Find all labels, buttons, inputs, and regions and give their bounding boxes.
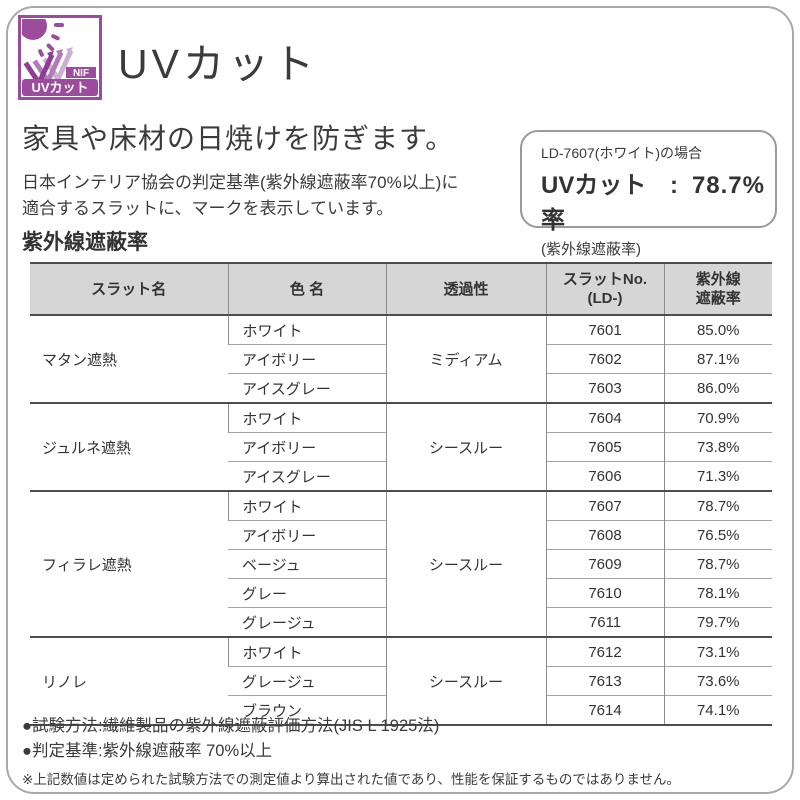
color-cell: アイボリー — [228, 344, 386, 374]
table-header-row: スラット名 色 名 透過性 スラットNo. (LD-) 紫外線 遮蔽率 — [30, 262, 772, 316]
table-row: アイスグレー 7606 71.3% — [30, 461, 772, 491]
uv-rate-cell: 74.1% — [663, 695, 772, 725]
table-row: アイスグレー 7603 86.0% — [30, 373, 772, 403]
uv-rate-cell: 87.1% — [663, 344, 772, 374]
table-row: グレージュ 7613 73.6% — [30, 666, 772, 696]
transparency-cell: シースルー — [385, 636, 546, 725]
color-cell: ホワイト — [227, 636, 386, 667]
table-row: グレー 7610 78.1% — [30, 578, 772, 608]
color-cell: ブラウン — [228, 695, 386, 725]
slat-no-cell: 7606 — [545, 461, 664, 491]
header-uv-rate-line2: 遮蔽率 — [695, 290, 741, 307]
slat-name-cell: リノレ — [30, 636, 228, 725]
header-color-name: 色 名 — [227, 262, 386, 316]
uv-rate-cell: 86.0% — [663, 373, 772, 403]
color-cell: ホワイト — [227, 490, 386, 521]
uv-rate-cell: 78.1% — [663, 578, 772, 608]
uv-rate-cell: 78.7% — [663, 490, 772, 521]
color-cell: アイボリー — [228, 432, 386, 462]
header-slat-no-line1: スラットNo. — [562, 271, 648, 288]
uv-rate-cell: 70.9% — [663, 402, 772, 433]
table-row: リノレ ホワイト シースルー 7612 73.1% — [30, 636, 772, 725]
uv-rate-note: (紫外線遮蔽率) — [541, 241, 641, 258]
color-cell: アイスグレー — [228, 461, 386, 491]
header-slat-name: スラット名 — [30, 262, 228, 316]
subtitle: 家具や床材の日焼けを防ぎます。 — [22, 123, 455, 154]
slat-no-cell: 7603 — [545, 373, 664, 403]
uv-rate-value: 78.7% — [691, 172, 765, 199]
slat-no-cell: 7610 — [545, 578, 664, 608]
slat-no-cell: 7613 — [545, 666, 664, 696]
footnote-criteria: ●判定基準:紫外線遮蔽率 70%以上 — [22, 742, 273, 760]
slat-no-cell: 7604 — [545, 402, 664, 433]
uv-rate-cell: 76.5% — [663, 520, 772, 550]
nif-badge — [66, 67, 96, 78]
slat-no-cell: 7608 — [545, 520, 664, 550]
uv-shield-rate-table: スラット名 色 名 透過性 スラットNo. (LD-) 紫外線 遮蔽率 マタン遮… — [30, 262, 772, 726]
transparency-cell: シースルー — [385, 402, 546, 491]
uv-rate-cell: 78.7% — [663, 549, 772, 579]
nif-label: NIF — [73, 68, 89, 79]
uv-rate-cell: 79.7% — [663, 607, 772, 637]
logo-banner-label: UVカット — [31, 80, 88, 95]
slat-no-cell: 7602 — [545, 344, 664, 374]
header-uv-rate: 紫外線 遮蔽率 — [663, 262, 772, 316]
slat-no-cell: 7612 — [545, 636, 664, 667]
uv-rate-cell: 73.6% — [663, 666, 772, 696]
header-slat-no-line2: (LD-) — [587, 290, 623, 307]
uv-rate-cell: 73.8% — [663, 432, 772, 462]
uv-rate-cell: 73.1% — [663, 636, 772, 667]
color-cell: グレージュ — [228, 666, 386, 696]
sun-icon — [22, 19, 64, 57]
uv-rate-label: UVカット率 — [541, 172, 647, 234]
table-row: フィラレ遮熱 ホワイト シースルー 7607 78.7% — [30, 490, 772, 637]
uv-cut-logo: NIF UVカット — [18, 15, 102, 100]
slat-no-cell: 7607 — [545, 490, 664, 521]
slat-no-cell: 7601 — [545, 314, 664, 345]
slat-name-cell: ジュルネ遮熱 — [30, 402, 228, 491]
uv-rate-row: UVカット率 : 78.7% — [541, 165, 765, 235]
header-transparency: 透過性 — [385, 262, 546, 316]
color-cell: グレージュ — [228, 607, 386, 637]
table-row: アイボリー 7602 87.1% — [30, 344, 772, 374]
description-line-2: 適合するスラットに、マークを表示しています。 — [22, 199, 394, 218]
footnotes: ●試験方法:繊維製品の紫外線遮蔽評価方法(JIS L 1925法) ●判定基準:… — [22, 714, 680, 788]
slat-name-cell: フィラレ遮熱 — [30, 490, 228, 637]
color-cell: ホワイト — [227, 402, 386, 433]
table-row: ベージュ 7609 78.7% — [30, 549, 772, 579]
table-row: マタン遮熱 ホワイト ミディアム 7601 85.0% — [30, 314, 772, 403]
logo-banner — [22, 79, 98, 96]
table-row: アイボリー 7608 76.5% — [30, 520, 772, 550]
footnote-disclaimer: ※上記数値は定められた試験方法での測定値より算出された値であり、性能を保証するも… — [22, 772, 680, 787]
uv-rate-cell: 85.0% — [663, 314, 772, 345]
footnote-test-method: ●試験方法:繊維製品の紫外線遮蔽評価方法(JIS L 1925法) — [22, 717, 440, 735]
uv-rate-colon: : — [669, 172, 678, 199]
section-title-uv-shield-rate: 紫外線遮蔽率 — [22, 231, 148, 254]
table-row: アイボリー 7605 73.8% — [30, 432, 772, 462]
description-line-1: 日本インテリア協会の判定基準(紫外線遮蔽率70%以上)に — [22, 173, 459, 192]
header-slat-no: スラットNo. (LD-) — [545, 262, 664, 316]
uv-rate-case-label: LD-7607(ホワイト)の場合 — [541, 145, 703, 161]
color-cell: ホワイト — [227, 314, 386, 345]
color-cell: グレー — [228, 578, 386, 608]
description-paragraph: 日本インテリア協会の判定基準(紫外線遮蔽率70%以上)に 適合するスラットに、マ… — [22, 170, 458, 222]
slat-no-cell: 7614 — [545, 695, 664, 725]
transparency-cell: ミディアム — [385, 314, 546, 403]
color-cell: ベージュ — [228, 549, 386, 579]
table-row: グレージュ 7611 79.7% — [30, 607, 772, 637]
slat-no-cell: 7611 — [545, 607, 664, 637]
color-cell: アイスグレー — [228, 373, 386, 403]
uv-rate-box: LD-7607(ホワイト)の場合 UVカット率 : 78.7% (紫外線遮蔽率) — [520, 130, 777, 258]
header-uv-rate-line1: 紫外線 — [695, 271, 741, 288]
page-title: UVカット — [118, 41, 318, 87]
transparency-cell: シースルー — [385, 490, 546, 637]
table-row: ブラウン 7614 74.1% — [30, 695, 772, 725]
table-row: ジュルネ遮熱 ホワイト シースルー 7604 70.9% — [30, 402, 772, 491]
uv-cut-logo-icon: NIF UVカット — [18, 15, 102, 100]
slat-name-cell: マタン遮熱 — [30, 314, 228, 403]
uv-rate-cell: 71.3% — [663, 461, 772, 491]
slat-no-cell: 7605 — [545, 432, 664, 462]
color-cell: アイボリー — [228, 520, 386, 550]
slat-no-cell: 7609 — [545, 549, 664, 579]
